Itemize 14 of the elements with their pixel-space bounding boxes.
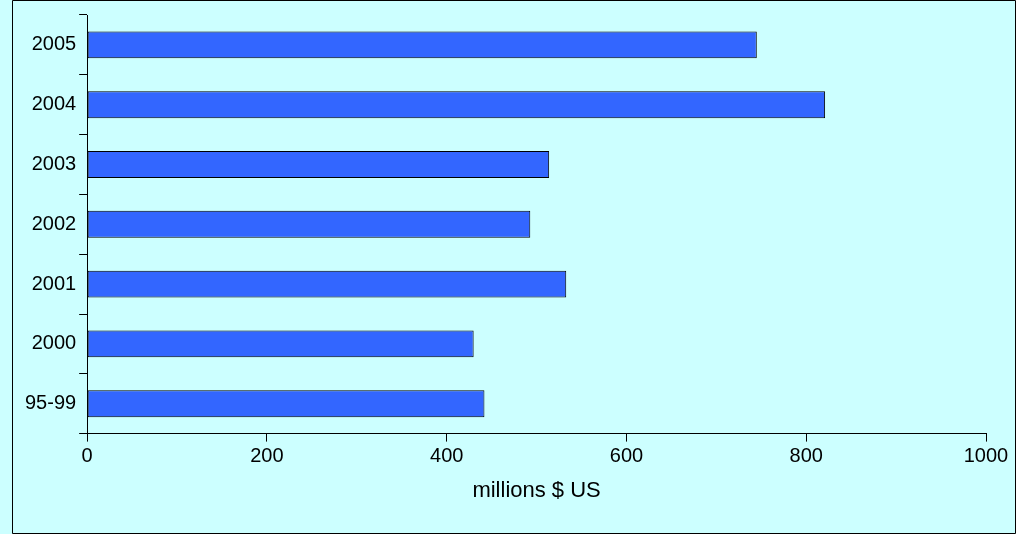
y-tick-label: 2004 xyxy=(31,92,77,115)
x-tick-label: 0 xyxy=(81,444,93,467)
y-tick-label: 2002 xyxy=(31,211,77,234)
y-tick-label: 2000 xyxy=(31,331,77,354)
x-axis-title: millions $ US xyxy=(472,476,601,502)
x-tick-label: 1000 xyxy=(963,444,1009,467)
y-tick-label: 2003 xyxy=(31,152,77,175)
y-tick-label: 2001 xyxy=(31,271,77,294)
x-tick-label: 200 xyxy=(250,444,284,467)
x-tick-label: 600 xyxy=(609,444,644,467)
y-tick-label: 95-99 xyxy=(25,391,77,414)
x-tick-label: 400 xyxy=(430,444,464,467)
y-tick-label: 2005 xyxy=(31,32,77,55)
x-tick-label: 800 xyxy=(789,444,823,467)
